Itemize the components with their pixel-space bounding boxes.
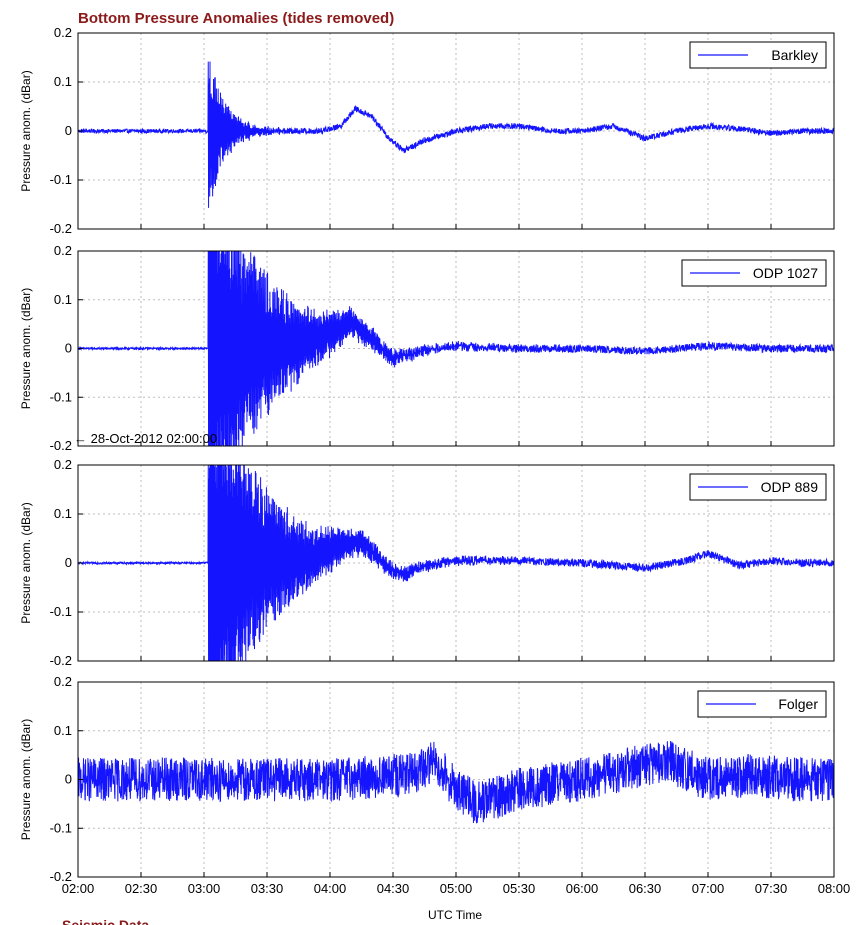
legend-entry: ODP 1027 — [753, 265, 818, 281]
chart-panel-1: 0.2 0.1 0 -0.1 -0.2 Pressure anom. (dBar) Bark… — [19, 25, 835, 236]
chart-panel-3: 0.2 0.1 0 -0.1 -0.2 Pressure anom. (dBar) ODP … — [19, 457, 835, 668]
y-tick-label: -0.1 — [50, 389, 72, 404]
footer-title: Seismic Data — [62, 917, 149, 925]
y-tick-label: 0.1 — [54, 723, 72, 738]
legend: Barkley — [689, 41, 827, 69]
y-tick-label: -0.2 — [50, 438, 72, 453]
x-tick-label: 06:00 — [566, 881, 599, 896]
y-axis-label: Pressure anom. (dBar) — [19, 719, 33, 840]
x-tick-label: 05:00 — [440, 881, 473, 896]
y-axis-label: Pressure anom. (dBar) — [19, 288, 33, 409]
series-line-odp-1027 — [77, 250, 835, 447]
legend-entry: Folger — [778, 696, 818, 712]
y-tick-label: -0.1 — [50, 604, 72, 619]
x-tick-label: 03:00 — [188, 881, 221, 896]
x-axis-label: UTC Time — [428, 908, 482, 922]
x-tick-label: 07:00 — [692, 881, 725, 896]
legend: Folger — [697, 690, 827, 718]
y-tick-label: 0.2 — [54, 674, 72, 689]
figure-title: Bottom Pressure Anomalies (tides removed… — [78, 10, 394, 27]
chart-panel-2: 0.2 0.1 0 -0.1 -0.2 Pressure anom. (dBar) ODP … — [19, 243, 835, 453]
x-tick-label: 02:00 — [62, 881, 95, 896]
y-tick-label: 0.1 — [54, 506, 72, 521]
y-tick-label: 0 — [65, 123, 72, 138]
x-tick-label: 03:30 — [251, 881, 284, 896]
y-tick-label: -0.2 — [50, 221, 72, 236]
series-line-odp-889 — [77, 464, 835, 662]
y-tick-label: 0 — [65, 772, 72, 787]
y-tick-label: 0.2 — [54, 457, 72, 472]
y-tick-label: -0.2 — [50, 653, 72, 668]
chart-panel-4: 0.2 0.1 0 -0.1 -0.202:00 02:30 03:00 03:30 04:00… — [19, 674, 850, 896]
y-tick-label: 0 — [65, 555, 72, 570]
series-line-barkley — [77, 61, 835, 208]
legend-entry: Barkley — [771, 47, 818, 63]
legend: ODP 1027 — [681, 259, 827, 287]
legend: ODP 889 — [689, 473, 827, 501]
series-line-folger — [77, 740, 835, 824]
y-tick-label: 0 — [65, 341, 72, 356]
y-tick-label: 0.2 — [54, 243, 72, 258]
x-tick-label: 04:30 — [377, 881, 410, 896]
y-axis-label: Pressure anom. (dBar) — [19, 502, 33, 623]
x-tick-label: 06:30 — [629, 881, 662, 896]
x-tick-label: 04:00 — [314, 881, 347, 896]
y-tick-label: -0.1 — [50, 820, 72, 835]
date-annotation: ← 28-Oct-2012 02:00:00 — [74, 431, 217, 446]
legend-entry: ODP 889 — [761, 479, 819, 495]
y-tick-label: -0.1 — [50, 172, 72, 187]
chart-panels: 0.2 0.1 0 -0.1 -0.2 Pressure anom. (dBar) Bark… — [19, 25, 850, 896]
y-tick-label: 0.2 — [54, 25, 72, 40]
y-tick-label: -0.2 — [50, 869, 72, 884]
y-axis-label: Pressure anom. (dBar) — [19, 70, 33, 191]
x-tick-label: 02:30 — [125, 881, 158, 896]
x-tick-label: 05:30 — [503, 881, 536, 896]
y-tick-label: 0.1 — [54, 74, 72, 89]
x-tick-label: 08:00 — [818, 881, 851, 896]
y-tick-label: 0.1 — [54, 292, 72, 307]
x-tick-label: 07:30 — [755, 881, 788, 896]
